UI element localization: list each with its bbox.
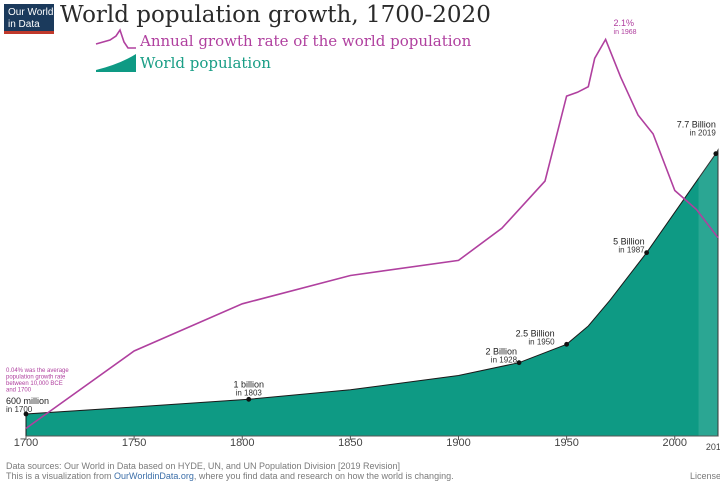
milestone-label: in 1803	[236, 388, 263, 397]
milestone-value: 2 Billion	[486, 347, 518, 357]
start-note-line: between 10,000 BCE	[6, 381, 63, 387]
x-tick-label: 1750	[122, 437, 146, 449]
milestone-value: 1 billion	[233, 379, 264, 389]
milestone-value: 5 Billion	[613, 237, 645, 247]
milestone-point	[644, 250, 650, 256]
x-axis: 1700 1750 1800 1850 1900 1950 2000 2019	[14, 435, 720, 452]
milestone-point	[516, 360, 522, 366]
milestone-point	[564, 341, 570, 347]
growth-rate-line-layer	[25, 37, 719, 430]
x-tick-label: 1950	[554, 437, 578, 449]
end-year-label: 2019	[706, 442, 720, 452]
start-note-line: population growth rate	[6, 375, 66, 381]
population-area	[25, 148, 719, 437]
logo-line-2: in Data	[8, 19, 40, 30]
footer-suffix: , where you find data and research on ho…	[193, 471, 454, 481]
growth-rate-line-icon	[95, 28, 136, 49]
peak-label: in 1968	[614, 29, 637, 36]
footer-sources: Data sources: Our World in Data based on…	[6, 461, 401, 471]
milestone-value: 600 million	[6, 396, 49, 406]
milestone-label: in 1928	[491, 356, 518, 365]
footer-visualization: This is a visualization from OurWorldinD…	[6, 471, 454, 481]
x-tick-label: 2000	[663, 437, 687, 449]
milestone-point	[713, 151, 719, 157]
start-note-line: 0.04% was the average	[6, 368, 69, 374]
milestone-label: in 1700	[6, 405, 33, 414]
chart-title: World population growth, 1700-2020	[60, 2, 491, 28]
x-tick-label: 1850	[338, 437, 362, 449]
x-tick-label: 1700	[14, 437, 38, 449]
milestone-point	[23, 411, 29, 417]
milestone-label: in 1987	[618, 246, 645, 255]
milestone-label: in 1950	[528, 337, 555, 346]
owid-link[interactable]: OurWorldinData.org	[114, 471, 194, 481]
x-tick-label: 1800	[230, 437, 254, 449]
start-note-line: and 1700	[6, 388, 32, 394]
milestone-value: 2.5 Billion	[516, 328, 555, 338]
legend-population-label: World population	[140, 54, 271, 72]
logo-line-1: Our World	[8, 7, 54, 18]
growth-rate-line	[25, 37, 719, 430]
footer-license[interactable]: Licensed	[689, 471, 720, 481]
milestone-value: 7.7 Billion	[677, 120, 716, 130]
legend-growth-rate-label: Annual growth rate of the world populati…	[140, 32, 472, 50]
owid-logo: Our World in Data	[4, 4, 54, 34]
recent-highlight-band	[698, 0, 720, 436]
population-area-icon	[96, 54, 136, 72]
milestone-label: in 2019	[690, 129, 717, 138]
milestone-point	[246, 396, 252, 402]
footer-prefix: This is a visualization from	[6, 471, 115, 481]
legend-swatches	[95, 28, 136, 72]
x-tick-label: 1900	[446, 437, 470, 449]
peak-value: 2.1%	[614, 18, 635, 28]
